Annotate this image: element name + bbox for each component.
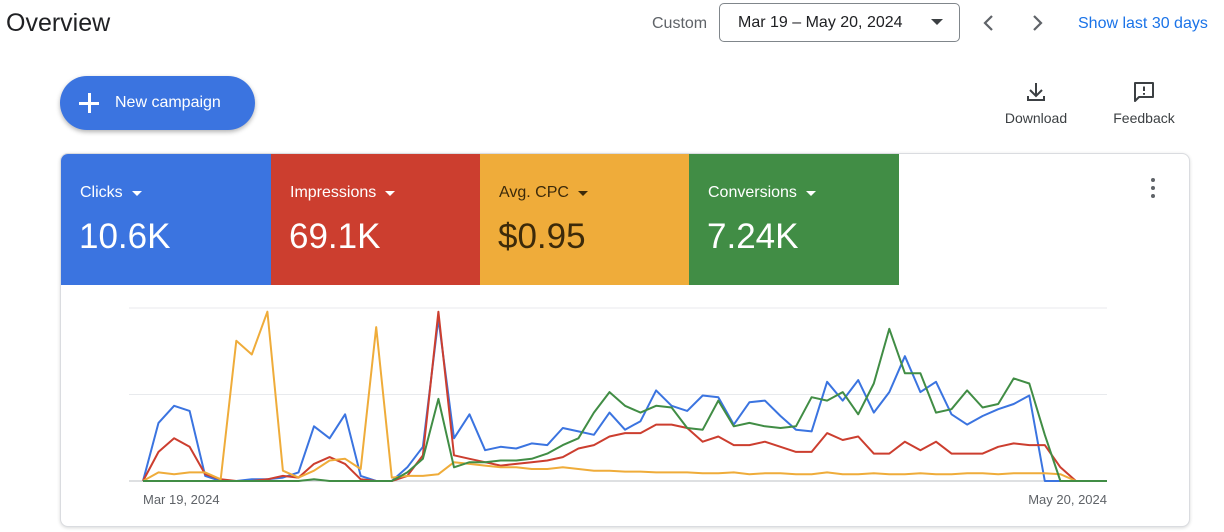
metric-value: 7.24K	[707, 217, 799, 256]
metric-tile-avg-cpc[interactable]: Avg. CPC $0.95	[480, 154, 689, 285]
next-period-button[interactable]	[1022, 8, 1052, 38]
series-line-avg-cpc	[142, 310, 1107, 482]
x-axis-start-label: Mar 19, 2024	[143, 492, 220, 507]
series-line-conversions	[143, 327, 1107, 482]
dropdown-arrow-icon	[385, 190, 396, 196]
performance-card: Clicks 10.6K Impressions 69.1K Avg. CPC …	[60, 153, 1190, 527]
range-type-label: Custom	[652, 15, 708, 32]
metric-name: Conversions	[708, 184, 797, 201]
plus-icon	[78, 92, 100, 114]
metric-tile-clicks[interactable]: Clicks 10.6K	[61, 154, 271, 285]
previous-period-button[interactable]	[974, 8, 1004, 38]
series-line-impressions	[142, 310, 1107, 482]
metric-value: 10.6K	[79, 217, 171, 256]
chevron-right-icon	[1033, 15, 1043, 31]
feedback-icon	[1134, 82, 1154, 102]
new-campaign-button[interactable]: New campaign	[60, 76, 255, 130]
more-vert-icon	[1151, 178, 1155, 182]
chevron-left-icon	[983, 15, 993, 31]
download-label: Download	[1004, 110, 1068, 126]
new-campaign-label: New campaign	[115, 94, 221, 111]
date-range-value: Mar 19 – May 20, 2024	[738, 13, 903, 31]
more-options-button[interactable]	[1141, 176, 1165, 200]
date-range-picker[interactable]: Mar 19 – May 20, 2024	[719, 3, 960, 42]
metric-name: Avg. CPC	[499, 184, 569, 201]
metric-name: Clicks	[80, 184, 123, 201]
dropdown-arrow-icon	[577, 190, 588, 196]
dropdown-arrow-icon	[805, 190, 816, 196]
x-axis-end-label: May 20, 2024	[1028, 492, 1107, 507]
download-icon	[1027, 83, 1045, 101]
feedback-label: Feedback	[1113, 110, 1175, 126]
show-last-30-days-link[interactable]: Show last 30 days	[1078, 15, 1208, 32]
metric-value: $0.95	[498, 217, 586, 256]
performance-chart: Mar 19, 2024 May 20, 2024	[129, 307, 1107, 507]
feedback-button[interactable]: Feedback	[1111, 80, 1177, 126]
page-title: Overview	[6, 9, 111, 37]
dropdown-arrow-icon	[131, 190, 142, 196]
more-vert-icon-dot	[1151, 194, 1155, 198]
more-vert-icon-dot	[1151, 186, 1155, 190]
series-line-clicks	[142, 317, 1107, 482]
metric-name: Impressions	[290, 184, 377, 201]
download-button[interactable]: Download	[1003, 80, 1069, 126]
metric-tile-impressions[interactable]: Impressions 69.1K	[271, 154, 481, 285]
metric-tile-conversions[interactable]: Conversions 7.24K	[689, 154, 899, 285]
metric-value: 69.1K	[289, 217, 381, 256]
caret-down-icon	[931, 19, 943, 25]
